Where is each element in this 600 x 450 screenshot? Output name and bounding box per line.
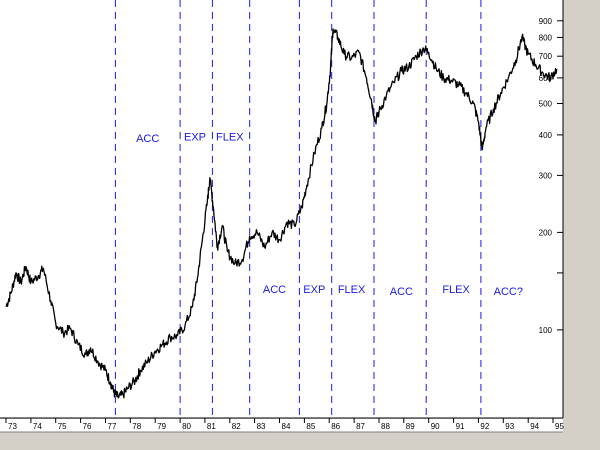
y-tick-label-3: 600 [539, 74, 553, 83]
x-tick-label-15: 88 [381, 422, 390, 431]
y-tick-label-0: 900 [539, 17, 553, 26]
phase-label-5: FLEX [338, 284, 366, 296]
phase-label-1: EXP [184, 131, 206, 143]
x-tick-label-9: 82 [232, 422, 241, 431]
x-tick-label-1: 74 [33, 422, 42, 431]
x-tick-label-19: 92 [480, 422, 489, 431]
price-line-0 [5, 28, 558, 399]
price-series [5, 28, 558, 399]
y-tick-label-1: 800 [539, 33, 553, 42]
x-tick-label-18: 91 [456, 422, 465, 431]
plot-area [0, 0, 563, 418]
phase-label-2: FLEX [216, 131, 244, 143]
x-tick-label-13: 86 [331, 422, 340, 431]
phase-dividers [114, 0, 482, 418]
phase-label-8: ACC? [494, 286, 523, 298]
phase-label-7: FLEX [442, 284, 470, 296]
x-tick-label-16: 89 [406, 422, 415, 431]
x-tick-label-12: 85 [306, 422, 315, 431]
x-axis-strip [0, 419, 563, 432]
x-tick-label-5: 78 [132, 422, 141, 431]
x-tick-label-21: 94 [530, 422, 539, 431]
x-tick-label-0: 73 [8, 422, 17, 431]
x-tick-label-2: 75 [58, 422, 67, 431]
y-tick-label-9: 100 [539, 326, 553, 335]
x-tick-label-6: 79 [157, 422, 166, 431]
x-tick-label-3: 76 [83, 422, 92, 431]
y-tick-label-2: 700 [539, 52, 553, 61]
y-tick-label-6: 300 [539, 171, 553, 180]
x-tick-label-10: 83 [257, 422, 266, 431]
x-tick-label-8: 81 [207, 422, 216, 431]
phase-label-6: ACC [390, 286, 413, 298]
x-tick-label-11: 84 [282, 422, 291, 431]
x-tick-label-7: 80 [182, 422, 191, 431]
y-tick-label-5: 400 [539, 131, 553, 140]
phase-labels: ACC EXP FLEX ACC EXP FLEX ACC FLEX ACC? [136, 131, 523, 298]
x-tick-label-17: 90 [431, 422, 440, 431]
y-axis-ticks: 900 800 700 600 500 400 300 200 100 [539, 17, 563, 335]
phase-label-0: ACC [136, 133, 159, 145]
x-tick-label-14: 87 [356, 422, 365, 431]
x-tick-label-22: 95 [555, 422, 564, 431]
y-tick-label-4: 500 [539, 100, 553, 109]
x-axis-ticks: 73 74 75 76 77 78 79 80 81 82 83 84 85 86 87 88 89 90 91 92… [5, 418, 564, 431]
phase-label-4: EXP [303, 284, 325, 296]
x-tick-label-4: 77 [108, 422, 117, 431]
y-tick-label-7: 200 [539, 228, 553, 237]
x-tick-label-20: 93 [505, 422, 514, 431]
phase-label-3: ACC [263, 284, 286, 296]
